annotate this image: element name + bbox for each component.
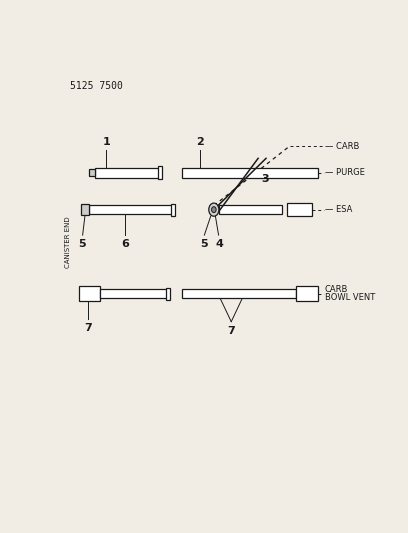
Bar bbox=[80, 286, 100, 301]
Text: — CARB: — CARB bbox=[324, 142, 359, 150]
Bar bbox=[81, 204, 89, 215]
Bar bbox=[182, 167, 318, 178]
Text: 4: 4 bbox=[215, 239, 224, 249]
Bar bbox=[296, 286, 318, 301]
Bar bbox=[100, 289, 168, 298]
Bar bbox=[166, 288, 170, 300]
Bar bbox=[171, 204, 175, 215]
Bar bbox=[182, 289, 296, 298]
Text: 5: 5 bbox=[78, 239, 86, 249]
Bar bbox=[89, 169, 95, 176]
Text: 7: 7 bbox=[227, 326, 235, 336]
Bar bbox=[219, 205, 282, 214]
Bar bbox=[158, 166, 162, 179]
Text: 1: 1 bbox=[102, 138, 110, 147]
Circle shape bbox=[209, 203, 219, 216]
Text: 3: 3 bbox=[261, 174, 269, 184]
Circle shape bbox=[212, 207, 216, 213]
Text: — PURGE: — PURGE bbox=[324, 168, 364, 177]
Text: BOWL VENT: BOWL VENT bbox=[324, 293, 375, 302]
Bar bbox=[89, 205, 173, 214]
Text: CARB: CARB bbox=[324, 285, 348, 294]
Text: 5125 7500: 5125 7500 bbox=[70, 81, 123, 91]
Text: 5: 5 bbox=[200, 239, 208, 249]
Text: 7: 7 bbox=[84, 324, 92, 333]
Text: CANISTER END: CANISTER END bbox=[65, 217, 71, 268]
Bar bbox=[286, 203, 312, 216]
Text: 2: 2 bbox=[196, 138, 204, 147]
Bar bbox=[95, 167, 160, 178]
Text: — ESA: — ESA bbox=[324, 205, 352, 214]
Text: 6: 6 bbox=[121, 239, 129, 249]
